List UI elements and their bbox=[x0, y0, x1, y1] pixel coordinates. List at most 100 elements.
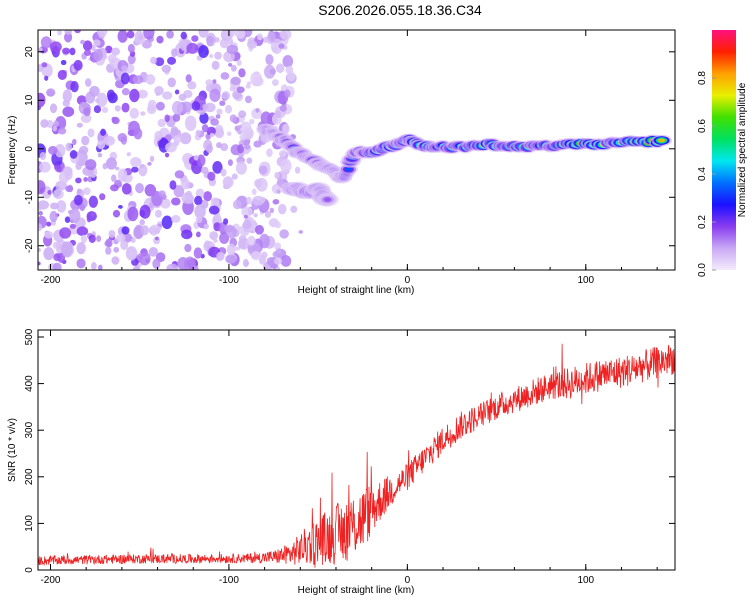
spectrogram-noise-blob bbox=[154, 86, 164, 96]
spectrogram-noise-blob bbox=[272, 199, 280, 205]
spectrogram-noise-blob bbox=[239, 133, 247, 141]
spectrogram-noise-blob bbox=[247, 235, 256, 246]
spectrogram-noise-blob bbox=[81, 135, 90, 146]
spectrogram-noise-blob bbox=[235, 161, 247, 175]
spectrogram-noise-blob bbox=[276, 189, 281, 194]
spectrogram-noise-blob bbox=[93, 48, 103, 62]
spectrogram-noise-blob bbox=[46, 88, 56, 97]
spectrogram-noise-blob bbox=[156, 35, 164, 44]
spectrogram-noise-blob bbox=[166, 30, 174, 39]
spectrogram-noise-blob bbox=[241, 206, 253, 217]
spectrogram-noise-blob bbox=[61, 241, 73, 258]
spectrogram-noise-blob bbox=[253, 213, 258, 218]
spectrogram-noise-blob bbox=[158, 190, 166, 197]
spectrogram-noise-blob bbox=[64, 169, 73, 181]
spectrogram-noise-blob bbox=[180, 101, 193, 113]
spectrogram-noise-blob bbox=[138, 163, 148, 177]
colorbar-label: Normalized spectral amplitude bbox=[737, 82, 748, 217]
spectrogram-noise-blob bbox=[108, 229, 116, 239]
spectrogram-noise-blob bbox=[280, 158, 292, 174]
spectrogram-noise-blob bbox=[277, 203, 287, 215]
spectrogram-noise-blob bbox=[160, 198, 171, 209]
spectrogram-noise-blob bbox=[139, 252, 151, 266]
spectrogram-noise-blob bbox=[199, 112, 209, 124]
snr-ytick-label: 300 bbox=[24, 421, 35, 438]
spectrogram-noise-blob bbox=[80, 234, 88, 244]
spectrogram-noise-blob bbox=[82, 40, 93, 51]
spectrogram-noise-blob bbox=[96, 92, 108, 108]
spectrogram-noise-blob bbox=[44, 231, 54, 239]
spectrogram-noise-blob bbox=[73, 59, 83, 71]
spectrogram-noise-blob bbox=[76, 242, 86, 255]
spectrogram-noise-blob bbox=[227, 159, 233, 166]
spectrogram-frame bbox=[37, 29, 676, 271]
spectrogram-noise-blob bbox=[250, 251, 262, 261]
spectrogram-noise-blob bbox=[203, 191, 212, 202]
spectrogram-noise-blob bbox=[286, 71, 296, 82]
spectrogram-noise-blob bbox=[129, 88, 140, 103]
spectrogram-noise-blob bbox=[99, 193, 106, 201]
spectrogram-noise-blob bbox=[229, 86, 236, 92]
spectrogram-noise-blob bbox=[130, 157, 142, 168]
spectrogram-noise-blob bbox=[127, 43, 135, 53]
spectrogram-ytick-label: -20 bbox=[24, 238, 35, 253]
spectrogram-noise-blob bbox=[135, 182, 144, 194]
spectrogram-noise-blob bbox=[266, 148, 273, 158]
spectrogram-noise-blob bbox=[274, 221, 281, 229]
spectrogram-noise-blob bbox=[219, 100, 226, 106]
spectrogram-noise-blob bbox=[126, 30, 135, 39]
spectrogram-noise-blob bbox=[225, 104, 232, 114]
spectrogram-noise-blob bbox=[76, 122, 83, 128]
spectrogram-noise-blob bbox=[162, 66, 169, 72]
spectrogram-noise-blob bbox=[272, 79, 279, 87]
spectrogram-noise-blob bbox=[150, 56, 157, 65]
spectrogram-noise-blob bbox=[252, 195, 265, 206]
spectrogram-noise-blob bbox=[284, 89, 291, 98]
spectrogram-noise-blob bbox=[174, 170, 185, 179]
spectrogram-noise-blob bbox=[211, 60, 220, 70]
spectrogram-noise-blob bbox=[39, 161, 51, 173]
spectrogram-noise-blob bbox=[143, 30, 155, 40]
spectrogram-noise-blob bbox=[57, 69, 67, 80]
figure-title: S206.2026.055.18.36.C34 bbox=[318, 2, 482, 18]
spectrogram-noise-blob bbox=[215, 114, 221, 119]
spectrogram-noise-blob bbox=[205, 79, 213, 86]
spectrogram-noise-blob bbox=[196, 154, 206, 167]
spectrogram-noise-blob bbox=[254, 178, 263, 188]
spectrogram-noise-blob bbox=[201, 124, 209, 133]
spectrogram-noise-blob bbox=[131, 166, 139, 173]
spectrogram-noise-blob bbox=[52, 241, 60, 249]
spectrogram-noise-blob bbox=[178, 93, 187, 101]
spectrogram-noise-blob bbox=[216, 251, 225, 261]
spectrogram-noise-blob bbox=[69, 208, 81, 224]
spectrogram-noise-blob bbox=[129, 108, 140, 119]
snr-xtick-label: -100 bbox=[219, 575, 239, 586]
spectrogram-noise-blob bbox=[38, 105, 41, 111]
spectrogram-noise-blob bbox=[232, 30, 240, 37]
colorbar-tick-label: 0.8 bbox=[697, 71, 708, 85]
spectrogram-noise-blob bbox=[236, 59, 242, 66]
spectrogram-noise-blob bbox=[174, 89, 180, 95]
spectrogram-noise-blob bbox=[157, 118, 166, 128]
snr-xtick-label: 100 bbox=[577, 575, 594, 586]
spectrogram-noise-blob bbox=[266, 256, 276, 266]
spectrogram-noise-blob bbox=[231, 173, 238, 180]
spectrogram-noise-blob bbox=[60, 59, 67, 66]
spectrogram-noise-blob bbox=[209, 53, 214, 59]
spectrogram-noise-blob bbox=[53, 188, 64, 200]
spectrogram-noise-blob bbox=[69, 47, 76, 56]
spectrogram-noise-blob bbox=[203, 223, 209, 230]
spectrogram-noise-blob bbox=[238, 68, 246, 78]
spectrogram-noise-blob bbox=[62, 106, 75, 117]
spectrogram-noise-blob bbox=[180, 178, 190, 190]
spectrogram-noise-blob bbox=[38, 247, 41, 252]
spectrogram-noise-blob bbox=[225, 254, 237, 264]
spectrogram-noise-blob bbox=[87, 128, 95, 138]
spectrogram-noise-blob bbox=[54, 164, 61, 170]
snr-ytick-label: 100 bbox=[24, 515, 35, 532]
snr-line bbox=[38, 343, 675, 568]
spectrogram-noise-blob bbox=[173, 184, 185, 198]
spectrogram-noise-blob bbox=[220, 168, 227, 177]
spectrogram-noise-blob bbox=[127, 206, 139, 222]
spectrogram-noise-blob bbox=[249, 118, 255, 125]
